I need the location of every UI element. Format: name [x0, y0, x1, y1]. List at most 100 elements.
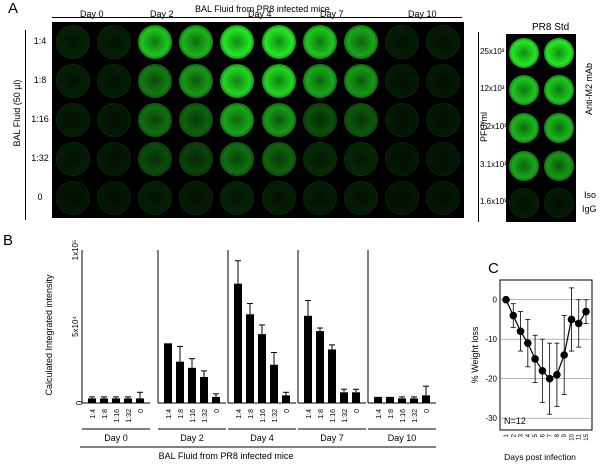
std-plate — [506, 34, 576, 222]
bar — [188, 367, 196, 403]
well — [96, 63, 131, 98]
category-label: 1:8 — [388, 409, 395, 419]
well — [261, 142, 296, 177]
group-label: Day 0 — [104, 433, 128, 443]
row-label: 1:16 — [31, 114, 49, 124]
x-tick-label: 5 — [533, 433, 539, 437]
n-annotation: N=12 — [504, 416, 526, 426]
y-tick-label: -20 — [485, 375, 497, 384]
pfu-rule — [478, 32, 479, 222]
well — [179, 63, 214, 98]
well — [261, 103, 296, 137]
day-label: Day 10 — [408, 9, 437, 19]
bar — [124, 398, 132, 403]
category-label: 1:4 — [90, 409, 97, 419]
panel-a-y-rule — [25, 30, 26, 220]
well — [344, 63, 378, 98]
std-well — [543, 113, 574, 143]
bar-y-tick: 1x10⁵ — [71, 240, 80, 261]
bar — [422, 395, 430, 403]
x-tick-label: 6 — [540, 433, 546, 437]
category-label: 1:4 — [306, 409, 313, 419]
weight-y-label: % Weight loss — [470, 326, 480, 383]
row-label: 1:32 — [31, 153, 49, 164]
bar — [352, 392, 360, 403]
std-well — [543, 150, 574, 181]
category-label: 1:8 — [102, 409, 109, 419]
row-label: 1:4 — [33, 35, 47, 46]
panel-a-header: BAL Fluid from PR8 infected mice — [195, 4, 330, 14]
well — [344, 181, 378, 216]
y-tick-label: -30 — [485, 414, 497, 423]
row-label: 0 — [37, 192, 43, 203]
well — [55, 63, 90, 98]
well — [385, 24, 420, 59]
category-label: 1:16 — [190, 409, 197, 423]
well — [302, 24, 337, 59]
data-point — [567, 315, 576, 324]
bar-chart: Calculated Integrated intensity 0 5x10⁴ 1x1… — [44, 240, 436, 461]
category-label: 1:4 — [376, 409, 383, 419]
weight-chart: 0 -10 -20 -30 % Weight loss 1 2 3 4 5 6 7 8 9 10 11 15 N=… — [470, 279, 593, 462]
group-label: Day 2 — [180, 433, 204, 443]
well — [302, 142, 337, 177]
x-tick-label: 1 — [504, 433, 510, 437]
x-tick-label: 9 — [562, 433, 568, 437]
bar — [304, 315, 312, 403]
bar — [100, 398, 108, 403]
well — [302, 181, 337, 216]
std-well — [508, 113, 539, 143]
bar — [258, 334, 266, 403]
well — [179, 142, 214, 177]
category-label: 1:8 — [178, 409, 185, 419]
well — [96, 142, 131, 177]
well — [138, 181, 172, 216]
well — [96, 103, 131, 137]
well — [344, 103, 378, 137]
x-tick-label: 15 — [584, 433, 590, 440]
bar — [340, 392, 348, 403]
data-point — [545, 374, 554, 383]
well — [138, 63, 172, 98]
well — [261, 63, 296, 98]
well — [220, 103, 255, 137]
category-label: 0 — [354, 409, 361, 413]
bar — [398, 398, 406, 403]
well — [344, 142, 378, 177]
well — [220, 63, 255, 98]
bar — [234, 283, 242, 403]
category-label: 1:16 — [114, 409, 121, 423]
x-tick-label: 3 — [519, 433, 525, 437]
category-label: 1:8 — [318, 409, 325, 419]
well — [179, 103, 214, 137]
std-well — [543, 188, 574, 219]
panel-a-label: A — [8, 0, 19, 17]
bar — [270, 364, 278, 403]
std-conc-label: 1.6x10³ — [480, 197, 507, 207]
bar-y-tick: 5x10⁴ — [71, 316, 80, 337]
bar — [200, 376, 208, 403]
category-label: 0 — [424, 409, 431, 413]
well — [55, 24, 90, 59]
anti-m2-label: Anti-M2 mAb — [584, 63, 594, 116]
data-point — [524, 339, 532, 347]
well — [385, 103, 420, 137]
panel-a-y-label: BAL Fluid (50 µl) — [12, 79, 22, 147]
x-tick-label: 4 — [526, 433, 532, 437]
well — [385, 181, 420, 216]
plot-frame — [499, 279, 593, 431]
well — [55, 181, 90, 216]
x-tick-label: 8 — [555, 433, 561, 437]
category-label: 1:16 — [400, 409, 407, 423]
well — [261, 24, 296, 59]
panel-c-label: C — [488, 260, 499, 277]
day-label: Day 2 — [150, 9, 174, 19]
category-label: 1:4 — [236, 409, 243, 419]
category-label: 1:16 — [260, 409, 267, 423]
day-label: Day 0 — [80, 9, 104, 19]
category-label: 1:8 — [248, 409, 255, 419]
std-well — [543, 37, 574, 68]
bar — [212, 396, 220, 403]
x-tick-label: 2 — [511, 433, 517, 437]
bar — [246, 314, 254, 403]
